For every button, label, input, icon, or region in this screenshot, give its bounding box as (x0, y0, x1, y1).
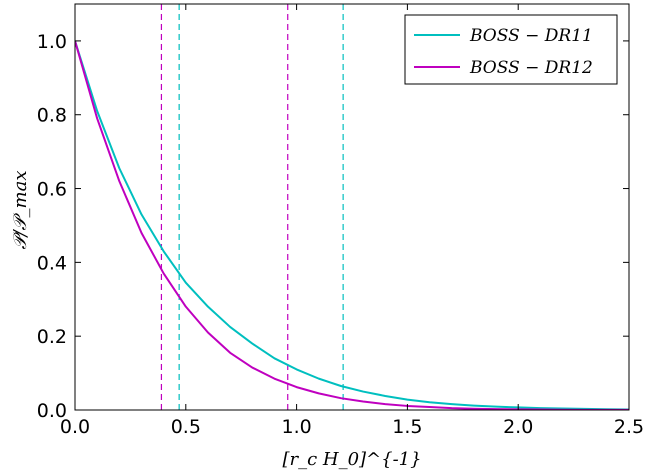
legend-label-1: BOSS − DR12 (469, 58, 593, 78)
x-tick-label: 2.5 (614, 416, 644, 438)
y-tick-label: 1.0 (37, 31, 67, 53)
y-tick-label: 0.0 (37, 400, 67, 422)
axis-ticks (74, 4, 630, 411)
x-tick-label: 0.5 (171, 416, 201, 438)
y-tick-label: 0.6 (37, 179, 67, 201)
axis-tick-labels: 0.0 0.5 1.0 1.5 2.0 2.5 0.0 0.2 0.4 0.6 0.8 1.0 (37, 31, 644, 438)
x-axis-label: [r_c H_0]^{-1} (282, 449, 421, 470)
y-tick-label: 0.8 (37, 105, 67, 127)
x-tick-label: 0.0 (60, 416, 90, 438)
x-tick-label: 1.5 (392, 416, 422, 438)
series-line-1 (75, 40, 629, 410)
y-tick-label: 0.2 (37, 326, 67, 348)
legend: BOSS − DR11 BOSS − DR12 (404, 14, 618, 85)
y-axis-label: 𝒫/𝒫_max (10, 171, 31, 250)
plot-frame (74, 3, 630, 411)
y-tick-label: 0.4 (37, 252, 67, 274)
x-tick-label: 2.0 (503, 416, 533, 438)
series-lines (75, 40, 629, 410)
legend-label-0: BOSS − DR11 (469, 26, 593, 46)
legend-box (404, 14, 618, 85)
series-line-0 (75, 40, 629, 410)
x-tick-label: 1.0 (281, 416, 311, 438)
reference-lines (160, 4, 344, 410)
